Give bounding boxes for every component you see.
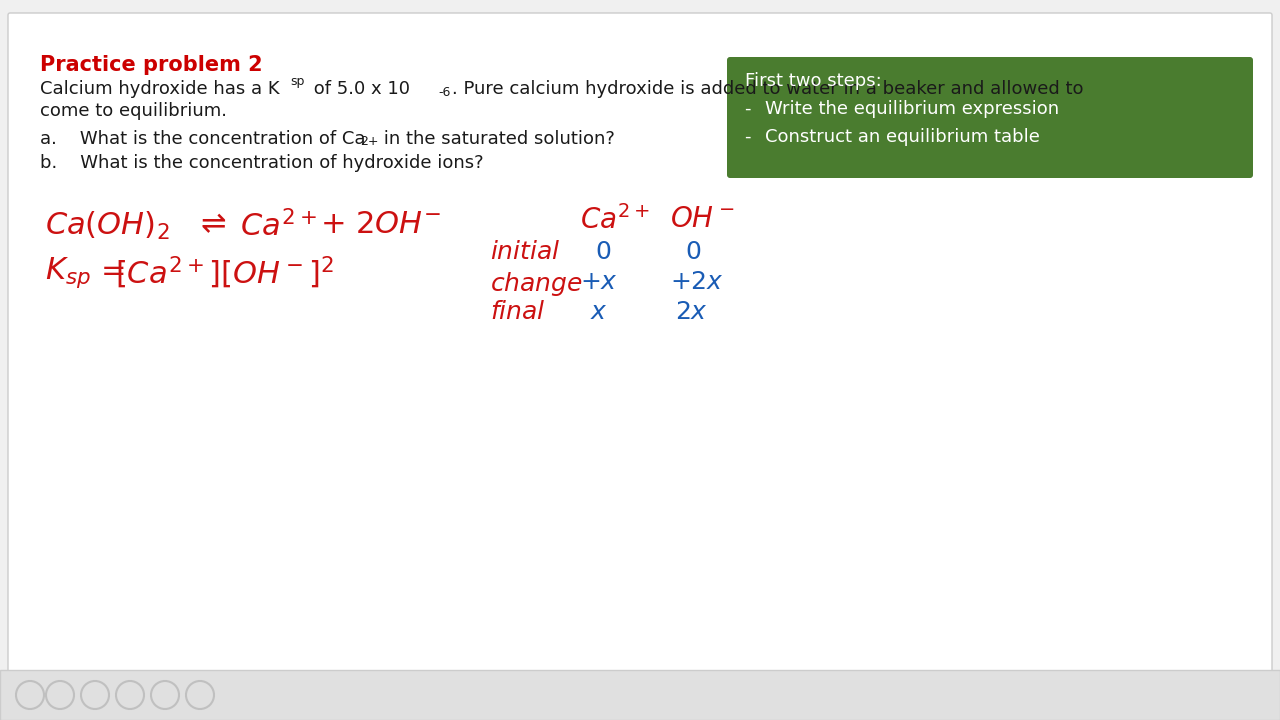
Text: Practice problem 2: Practice problem 2 xyxy=(40,55,262,75)
FancyBboxPatch shape xyxy=(0,670,1280,720)
Text: Calcium hydroxide has a K: Calcium hydroxide has a K xyxy=(40,80,279,98)
Text: $\mathit{[Ca^{2+}][OH^-]^2}$: $\mathit{[Ca^{2+}][OH^-]^2}$ xyxy=(115,255,334,291)
Text: come to equilibrium.: come to equilibrium. xyxy=(40,102,227,120)
Text: . Pure calcium hydroxide is added to water in a beaker and allowed to: . Pure calcium hydroxide is added to wat… xyxy=(452,80,1083,98)
Text: $\mathit{0}$: $\mathit{0}$ xyxy=(595,240,612,264)
Text: $\mathit{change}$: $\mathit{change}$ xyxy=(490,270,582,298)
Text: Construct an equilibrium table: Construct an equilibrium table xyxy=(765,128,1039,146)
Text: -6: -6 xyxy=(438,86,451,99)
Text: $\mathit{0}$: $\mathit{0}$ xyxy=(685,240,701,264)
Text: -: - xyxy=(745,100,758,118)
Text: $\mathit{+2x}$: $\mathit{+2x}$ xyxy=(669,270,724,294)
FancyBboxPatch shape xyxy=(727,57,1253,178)
Text: -: - xyxy=(745,128,758,146)
Text: in the saturated solution?: in the saturated solution? xyxy=(378,130,614,148)
Text: Write the equilibrium expression: Write the equilibrium expression xyxy=(765,100,1059,118)
Text: $\mathit{x}$: $\mathit{x}$ xyxy=(590,300,608,324)
Text: $\mathit{Ca^{2+}}$: $\mathit{Ca^{2+}}$ xyxy=(241,210,316,243)
FancyBboxPatch shape xyxy=(8,13,1272,672)
Text: $\mathit{=}$: $\mathit{=}$ xyxy=(95,255,125,284)
Text: $\mathit{+x}$: $\mathit{+x}$ xyxy=(580,270,618,294)
Text: $\mathit{final}$: $\mathit{final}$ xyxy=(490,300,545,324)
Text: $\rightleftharpoons$: $\rightleftharpoons$ xyxy=(195,210,227,239)
Text: b.    What is the concentration of hydroxide ions?: b. What is the concentration of hydroxid… xyxy=(40,154,484,172)
Text: $\mathit{Ca^{2+}}$: $\mathit{Ca^{2+}}$ xyxy=(580,205,650,235)
Text: $\mathit{K_{sp}}$: $\mathit{K_{sp}}$ xyxy=(45,255,91,290)
Text: sp: sp xyxy=(291,75,305,88)
Text: $\mathit{+\ 2OH^{-}}$: $\mathit{+\ 2OH^{-}}$ xyxy=(320,210,442,239)
Text: First two steps:: First two steps: xyxy=(745,72,882,90)
Text: $\mathit{2x}$: $\mathit{2x}$ xyxy=(675,300,708,324)
Text: $\mathit{initial}$: $\mathit{initial}$ xyxy=(490,240,561,264)
Text: $\mathit{OH^-}$: $\mathit{OH^-}$ xyxy=(669,205,735,233)
Text: $\mathit{Ca(OH)_2}$: $\mathit{Ca(OH)_2}$ xyxy=(45,210,169,242)
Text: of 5.0 x 10: of 5.0 x 10 xyxy=(308,80,410,98)
Text: 2+: 2+ xyxy=(360,135,379,148)
Text: a.    What is the concentration of Ca: a. What is the concentration of Ca xyxy=(40,130,366,148)
